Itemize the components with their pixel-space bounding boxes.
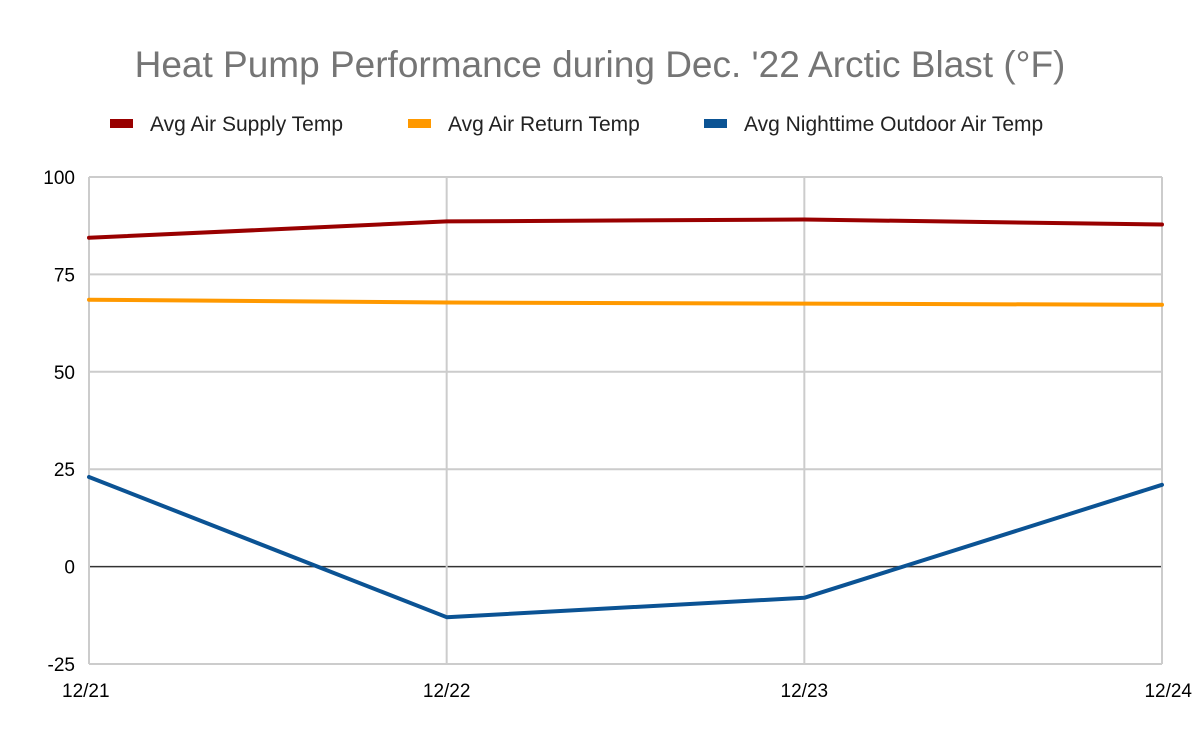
x-tick-label: 12/21 [62, 681, 110, 702]
series-line-1 [87, 217, 1164, 240]
x-tick-label: 12/23 [781, 681, 829, 702]
x-tick-label: 12/24 [1144, 681, 1192, 702]
x-tick-label: 12/22 [423, 681, 471, 702]
chart-title: Heat Pump Performance during Dec. '22 Ar… [135, 44, 1066, 85]
legend-label: Avg Air Return Temp [448, 113, 640, 136]
series-group [87, 217, 1164, 620]
y-axis: 100 75 50 25 0 -25 [43, 168, 75, 676]
y-tick-label: 75 [54, 265, 75, 286]
legend-label: Avg Air Supply Temp [150, 113, 343, 136]
legend-item: Avg Air Return Temp [408, 113, 640, 136]
series-line-2 [87, 297, 1164, 307]
y-tick-label: 0 [64, 558, 75, 579]
legend-label: Avg Nighttime Outdoor Air Temp [744, 113, 1043, 136]
series-line-3 [87, 475, 1164, 620]
y-tick-label: 25 [54, 460, 75, 481]
legend-swatch [110, 119, 133, 128]
y-tick-label: 100 [43, 168, 75, 189]
legend-item: Avg Nighttime Outdoor Air Temp [704, 113, 1043, 136]
gridlines [88, 176, 1163, 665]
legend-swatch [408, 119, 431, 128]
y-tick-label: 50 [54, 363, 75, 384]
legend-item: Avg Air Supply Temp [110, 113, 343, 136]
legend-swatch [704, 119, 727, 128]
x-axis: 12/21 12/22 12/23 12/24 [62, 681, 1192, 702]
y-tick-label: -25 [48, 655, 75, 676]
legend: Avg Air Supply Temp Avg Air Return Temp Av… [110, 113, 1043, 136]
